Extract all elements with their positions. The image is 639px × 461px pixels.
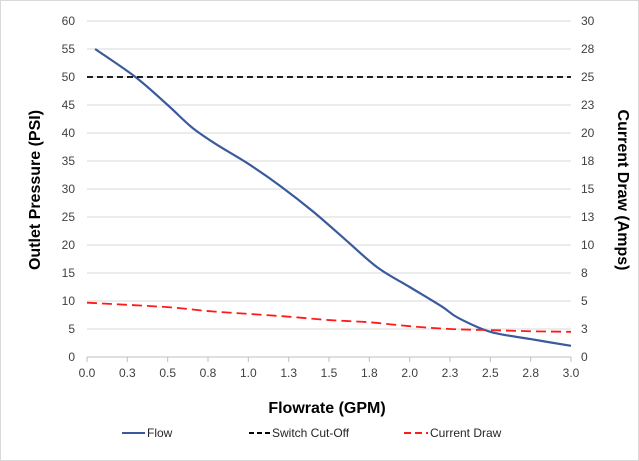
x-axis-title: Flowrate (GPM) [268, 400, 385, 417]
x-tick-label: 2.8 [522, 366, 539, 380]
x-tick-label: 2.5 [482, 366, 499, 380]
legend-label: Flow [147, 426, 173, 440]
x-tick-label: 0.5 [159, 366, 176, 380]
x-tick-label: 1.5 [321, 366, 338, 380]
y-tick-label: 60 [62, 14, 76, 28]
y-tick-label: 40 [62, 126, 76, 140]
grid-lines [87, 20, 571, 358]
y2-tick-label: 18 [581, 154, 595, 168]
legend: Flow Switch Cut-Off Current Draw [122, 426, 502, 440]
legend-label: Current Draw [430, 426, 502, 440]
y2-tick-label: 15 [581, 182, 595, 196]
x-tick-label: 2.3 [442, 366, 459, 380]
y2-tick-label: 20 [581, 126, 595, 140]
x-tick-label: 0.3 [119, 366, 136, 380]
y2-tick-label: 23 [581, 98, 595, 112]
series-layer [86, 48, 572, 347]
x-tick-labels: 0.0 0.3 0.5 0.8 1.0 1.3 1.5 1.8 2.0 2.3 2.5 2.8 3.0 [79, 357, 580, 380]
y2-tick-labels: 0 3 5 8 10 13 15 18 20 23 25 28 30 [581, 14, 595, 364]
y2-tick-label: 3 [581, 322, 588, 336]
y-tick-label: 5 [68, 322, 75, 336]
y2-tick-label: 10 [581, 238, 595, 252]
y-tick-label: 10 [62, 294, 76, 308]
y-tick-label: 25 [62, 210, 76, 224]
x-tick-label: 0.0 [79, 366, 96, 380]
y2-tick-label: 30 [581, 14, 595, 28]
x-tick-label: 1.8 [361, 366, 378, 380]
y2-tick-label: 13 [581, 210, 595, 224]
y-tick-label: 30 [62, 182, 76, 196]
y-tick-label: 45 [62, 98, 76, 112]
y2-axis-title: Current Draw (Amps) [614, 110, 631, 271]
legend-label: Switch Cut-Off [272, 426, 350, 440]
y2-tick-label: 5 [581, 294, 588, 308]
x-tick-label: 0.8 [200, 366, 217, 380]
y2-tick-label: 28 [581, 42, 595, 56]
y-tick-labels: 0 5 10 15 20 25 30 35 40 45 50 55 60 [62, 14, 76, 364]
y-tick-label: 50 [62, 70, 76, 84]
x-tick-label: 1.3 [280, 366, 297, 380]
x-tick-label: 1.0 [240, 366, 257, 380]
y2-tick-label: 25 [581, 70, 595, 84]
y-tick-label: 35 [62, 154, 76, 168]
y2-tick-label: 0 [581, 350, 588, 364]
x-tick-label: 3.0 [563, 366, 580, 380]
y-tick-label: 20 [62, 238, 76, 252]
series-line-flow [94, 48, 572, 347]
y2-tick-label: 8 [581, 266, 588, 280]
y-axis-title: Outlet Pressure (PSI) [27, 110, 44, 270]
series-line-current-draw [86, 301, 572, 333]
y-tick-label: 55 [62, 42, 76, 56]
x-tick-label: 2.0 [401, 366, 418, 380]
y-tick-label: 0 [68, 350, 75, 364]
y-tick-label: 15 [62, 266, 76, 280]
